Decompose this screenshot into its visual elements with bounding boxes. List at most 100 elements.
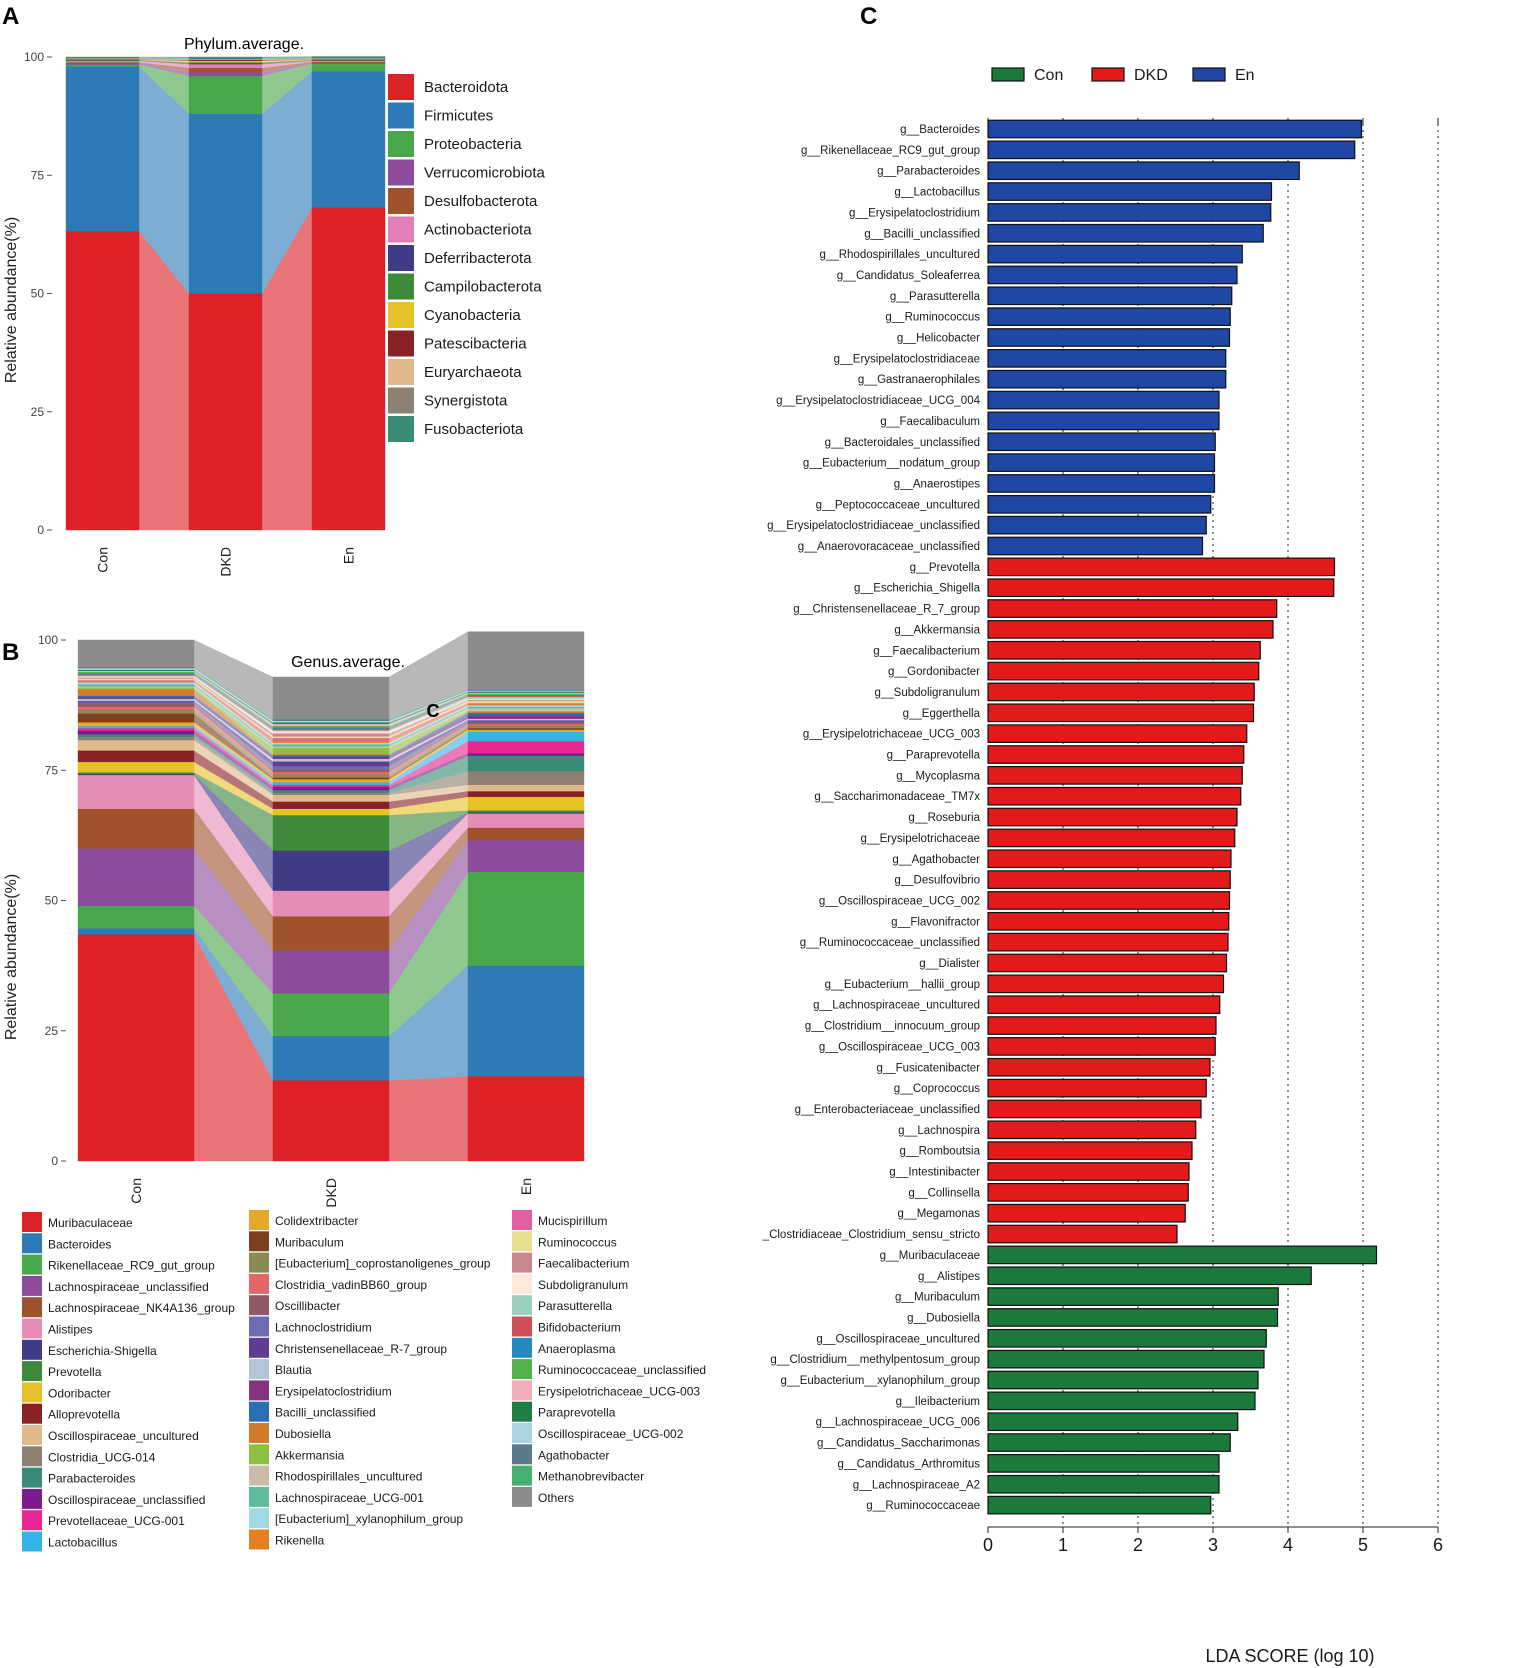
- genus-legend-label-akkermansia: Akkermansia: [275, 1448, 345, 1462]
- genus-legend-swatch-alloprevotella: [22, 1403, 42, 1424]
- lda-bar-label-g-erysipelatoclostridiaceae-unclassified: g__Erysipelatoclostridiaceae_unclassifie…: [767, 520, 980, 532]
- phylum-x-tick-label: Con: [95, 547, 111, 573]
- genus-legend-swatch-prevotellaceae-ucg-001: [22, 1510, 42, 1531]
- genus-bar-dkd-ruminococcus: [272, 736, 390, 739]
- lda-bar-label-g-faecalibacterium: g__Faecalibacterium: [873, 645, 980, 657]
- phylum-legend-swatch-desulfobacterota: [388, 188, 414, 214]
- phylum-legend-label-firmicutes: Firmicutes: [424, 108, 493, 125]
- genus-bar-dkd-muribaculaceae: [272, 1080, 390, 1162]
- phylum-legend-label-cyanobacteria: Cyanobacteria: [424, 307, 521, 324]
- genus-bar-con-muribaculum: [77, 713, 195, 723]
- lda-bar-label-g-collinsella: g__Collinsella: [908, 1187, 980, 1199]
- lda-bar-g-candidatus-soleaferrea: [987, 265, 1238, 285]
- genus-bar-dkd-rikenella: [272, 740, 390, 743]
- genus-bar-con-oscillospiraceae-uncultured: [77, 739, 195, 751]
- genus-legend-swatch-bifidobacterium: [512, 1316, 532, 1337]
- genus-bar-dkd-eubacterium-coprostanoligenes-group: [272, 774, 390, 778]
- lda-bar-g-peptococcaceae-uncultured: [987, 494, 1212, 514]
- lda-bar-label-g-gordonibacter: g__Gordonibacter: [888, 666, 980, 678]
- lda-bar-label-g-helicobacter: g__Helicobacter: [897, 333, 980, 345]
- genus-bar-dkd-christensenellaceae-r-7-group: [272, 761, 390, 767]
- genus-legend-label-methanobrevibacter: Methanobrevibacter: [538, 1470, 644, 1484]
- genus-bar-en-lactobacillus: [467, 731, 585, 742]
- genus-bar-en-oscillibacter: [467, 722, 585, 725]
- lda-bar-label-g-faecalibaculum: g__Faecalibaculum: [880, 416, 980, 428]
- lda-bar-g-oscillospiraceae-ucg-003: [987, 1037, 1216, 1056]
- genus-bar-con-lachnospiraceae-nk4a136-group: [77, 808, 195, 849]
- genus-legend-swatch-agathobacter: [512, 1444, 532, 1465]
- genus-bar-dkd-subdoligranulum: [272, 730, 390, 734]
- lda-bar-g-enterobacteriaceae-unclassified: [987, 1099, 1202, 1119]
- lda-bar-g-dialister: [987, 953, 1228, 973]
- lda-bar-label-g-christensenellaceae-r-7-group: g__Christensenellaceae_R_7_group: [793, 604, 980, 616]
- phylum-legend-label-euryarchaeota: Euryarchaeota: [424, 364, 522, 381]
- phylum-y-axis-label: Relative abundance(%): [3, 217, 20, 383]
- lda-bar-label-clostridiaceae-clostridium-sensu-stricto: _Clostridiaceae_Clostridium_sensu_strict…: [762, 1229, 980, 1241]
- phylum-chart-title: Phylum.average.: [184, 36, 304, 53]
- lda-bar-g-intestinibacter: [987, 1162, 1190, 1181]
- genus-legend-swatch-muribaculaceae: [22, 1212, 42, 1232]
- lda-bar-g-lachnospiraceae-a2: [987, 1474, 1220, 1494]
- lda-bar-label-g-saccharimonadaceae-tm7x: g__Saccharimonadaceae_TM7x: [814, 791, 980, 803]
- phylum-legend-swatch-actinobacteriota: [388, 216, 414, 243]
- lda-bar-g-prevotella: [987, 557, 1336, 577]
- lda-bar-label-g-bacteroides: g__Bacteroides: [900, 124, 980, 136]
- genus-legend-swatch-prevotella: [22, 1361, 42, 1382]
- lda-bar-g-bacteroides: [987, 119, 1363, 139]
- lda-bar-g-helicobacter: [987, 328, 1231, 347]
- genus-y-axis-label: Relative abundance(%): [3, 874, 20, 1040]
- lda-bar-label-g-peptococcaceae-uncultured: g__Peptococcaceae_uncultured: [816, 499, 980, 511]
- genus-bar-dkd-lachnospiraceae-nk4a136-group: [272, 915, 390, 951]
- panel-c: C Con DKD En g__Bacteroides g__Rikenellacea…: [762, 3, 1443, 1666]
- genus-legend-label-lachnospiraceae-ucg-001: Lachnospiraceae_UCG-001: [275, 1491, 424, 1505]
- lda-bar-label-g-eubacterium-nodatum-group: g__Eubacterium__nodatum_group: [803, 458, 980, 470]
- genus-legend-label-christensenellaceae-r-7-group: Christensenellaceae_R-7_group: [275, 1342, 447, 1356]
- lda-bar-g-candidatus-arthromitus: [987, 1454, 1220, 1473]
- genus-legend-label-muribaculaceae: Muribaculaceae: [48, 1216, 133, 1230]
- lda-bar-g-lachnospiraceae-uncultured: [987, 995, 1221, 1015]
- lda-bar-g-rikenellaceae-rc9-gut-group: [987, 140, 1356, 160]
- genus-legend-label-prevotella: Prevotella: [48, 1365, 102, 1379]
- phylum-legend-swatch-deferribacterota: [388, 245, 414, 271]
- lda-bar-label-g-eggerthella: g__Eggerthella: [903, 708, 981, 720]
- lda-bar-g-dubosiella: [987, 1308, 1279, 1327]
- lda-bar-label-g-candidatus-soleaferrea: g__Candidatus_Soleaferrea: [837, 270, 981, 282]
- lda-bar-g-flavonifractor: [987, 911, 1230, 931]
- genus-bar-con-lachnoclostridium: [77, 701, 195, 704]
- phylum-y-tick-label: 50: [31, 287, 45, 301]
- lda-bar-g-anaerostipes: [987, 474, 1216, 493]
- genus-legend-label-alistipes: Alistipes: [48, 1323, 93, 1337]
- lda-x-tick-label: 4: [1283, 1535, 1293, 1555]
- genus-x-tick-label: DKD: [323, 1178, 339, 1208]
- lda-bar-label-g-anaerostipes: g__Anaerostipes: [894, 478, 981, 490]
- phylum-legend-label-bacteroidota: Bacteroidota: [424, 79, 509, 96]
- lda-plot-area: g__Bacteroides g__Rikenellaceae_RC9_gut_g…: [762, 118, 1443, 1555]
- genus-legend-swatch-anaeroplasma: [512, 1337, 532, 1358]
- lda-bar-g-subdoligranulum: [987, 682, 1255, 702]
- lda-legend-label-dkd: DKD: [1134, 67, 1168, 84]
- phylum-legend-swatch-bacteroidota: [388, 74, 414, 100]
- phylum-y-tick-label: 75: [31, 168, 45, 182]
- phylum-bar-dkd-firmicutes: [188, 113, 263, 294]
- genus-bar-en-prevotellaceae-ucg-001: [467, 740, 585, 754]
- genus-bar-con-alistipes: [77, 774, 195, 810]
- genus-bar-con-parabacteroides: [77, 734, 195, 738]
- genus-bar-con-erysipelatoclostridium: [77, 697, 195, 700]
- phylum-bar-con-verrucomicrobiota: [65, 62, 140, 65]
- genus-legend-swatch-christensenellaceae-r-7-group: [249, 1337, 269, 1358]
- lda-bar-label-g-intestinibacter: g__Intestinibacter: [889, 1167, 980, 1179]
- lda-bar-g-eubacterium-xylanophilum-group: [987, 1370, 1259, 1390]
- genus-legend-label-anaeroplasma: Anaeroplasma: [538, 1342, 616, 1356]
- genus-legend-label-odoribacter: Odoribacter: [48, 1386, 111, 1400]
- genus-bar-en-oscillospiraceae-unclassified: [467, 752, 585, 756]
- lda-x-tick-label: 6: [1433, 1535, 1443, 1555]
- genus-bar-con-blautia: [77, 698, 195, 702]
- genus-bar-dkd-lachnoclostridium: [272, 765, 390, 770]
- lda-bar-g-muribaculum: [987, 1287, 1279, 1306]
- lda-bar-g-collinsella: [987, 1182, 1189, 1202]
- genus-bar-con-muribaculaceae: [77, 934, 195, 1162]
- genus-legend-label-parabacteroides: Parabacteroides: [48, 1472, 135, 1486]
- lda-bar-g-ileibacterium: [987, 1391, 1256, 1411]
- lda-bar-label-g-oscillospiraceae-ucg-002: g__Oscillospiraceae_UCG_002: [819, 895, 980, 907]
